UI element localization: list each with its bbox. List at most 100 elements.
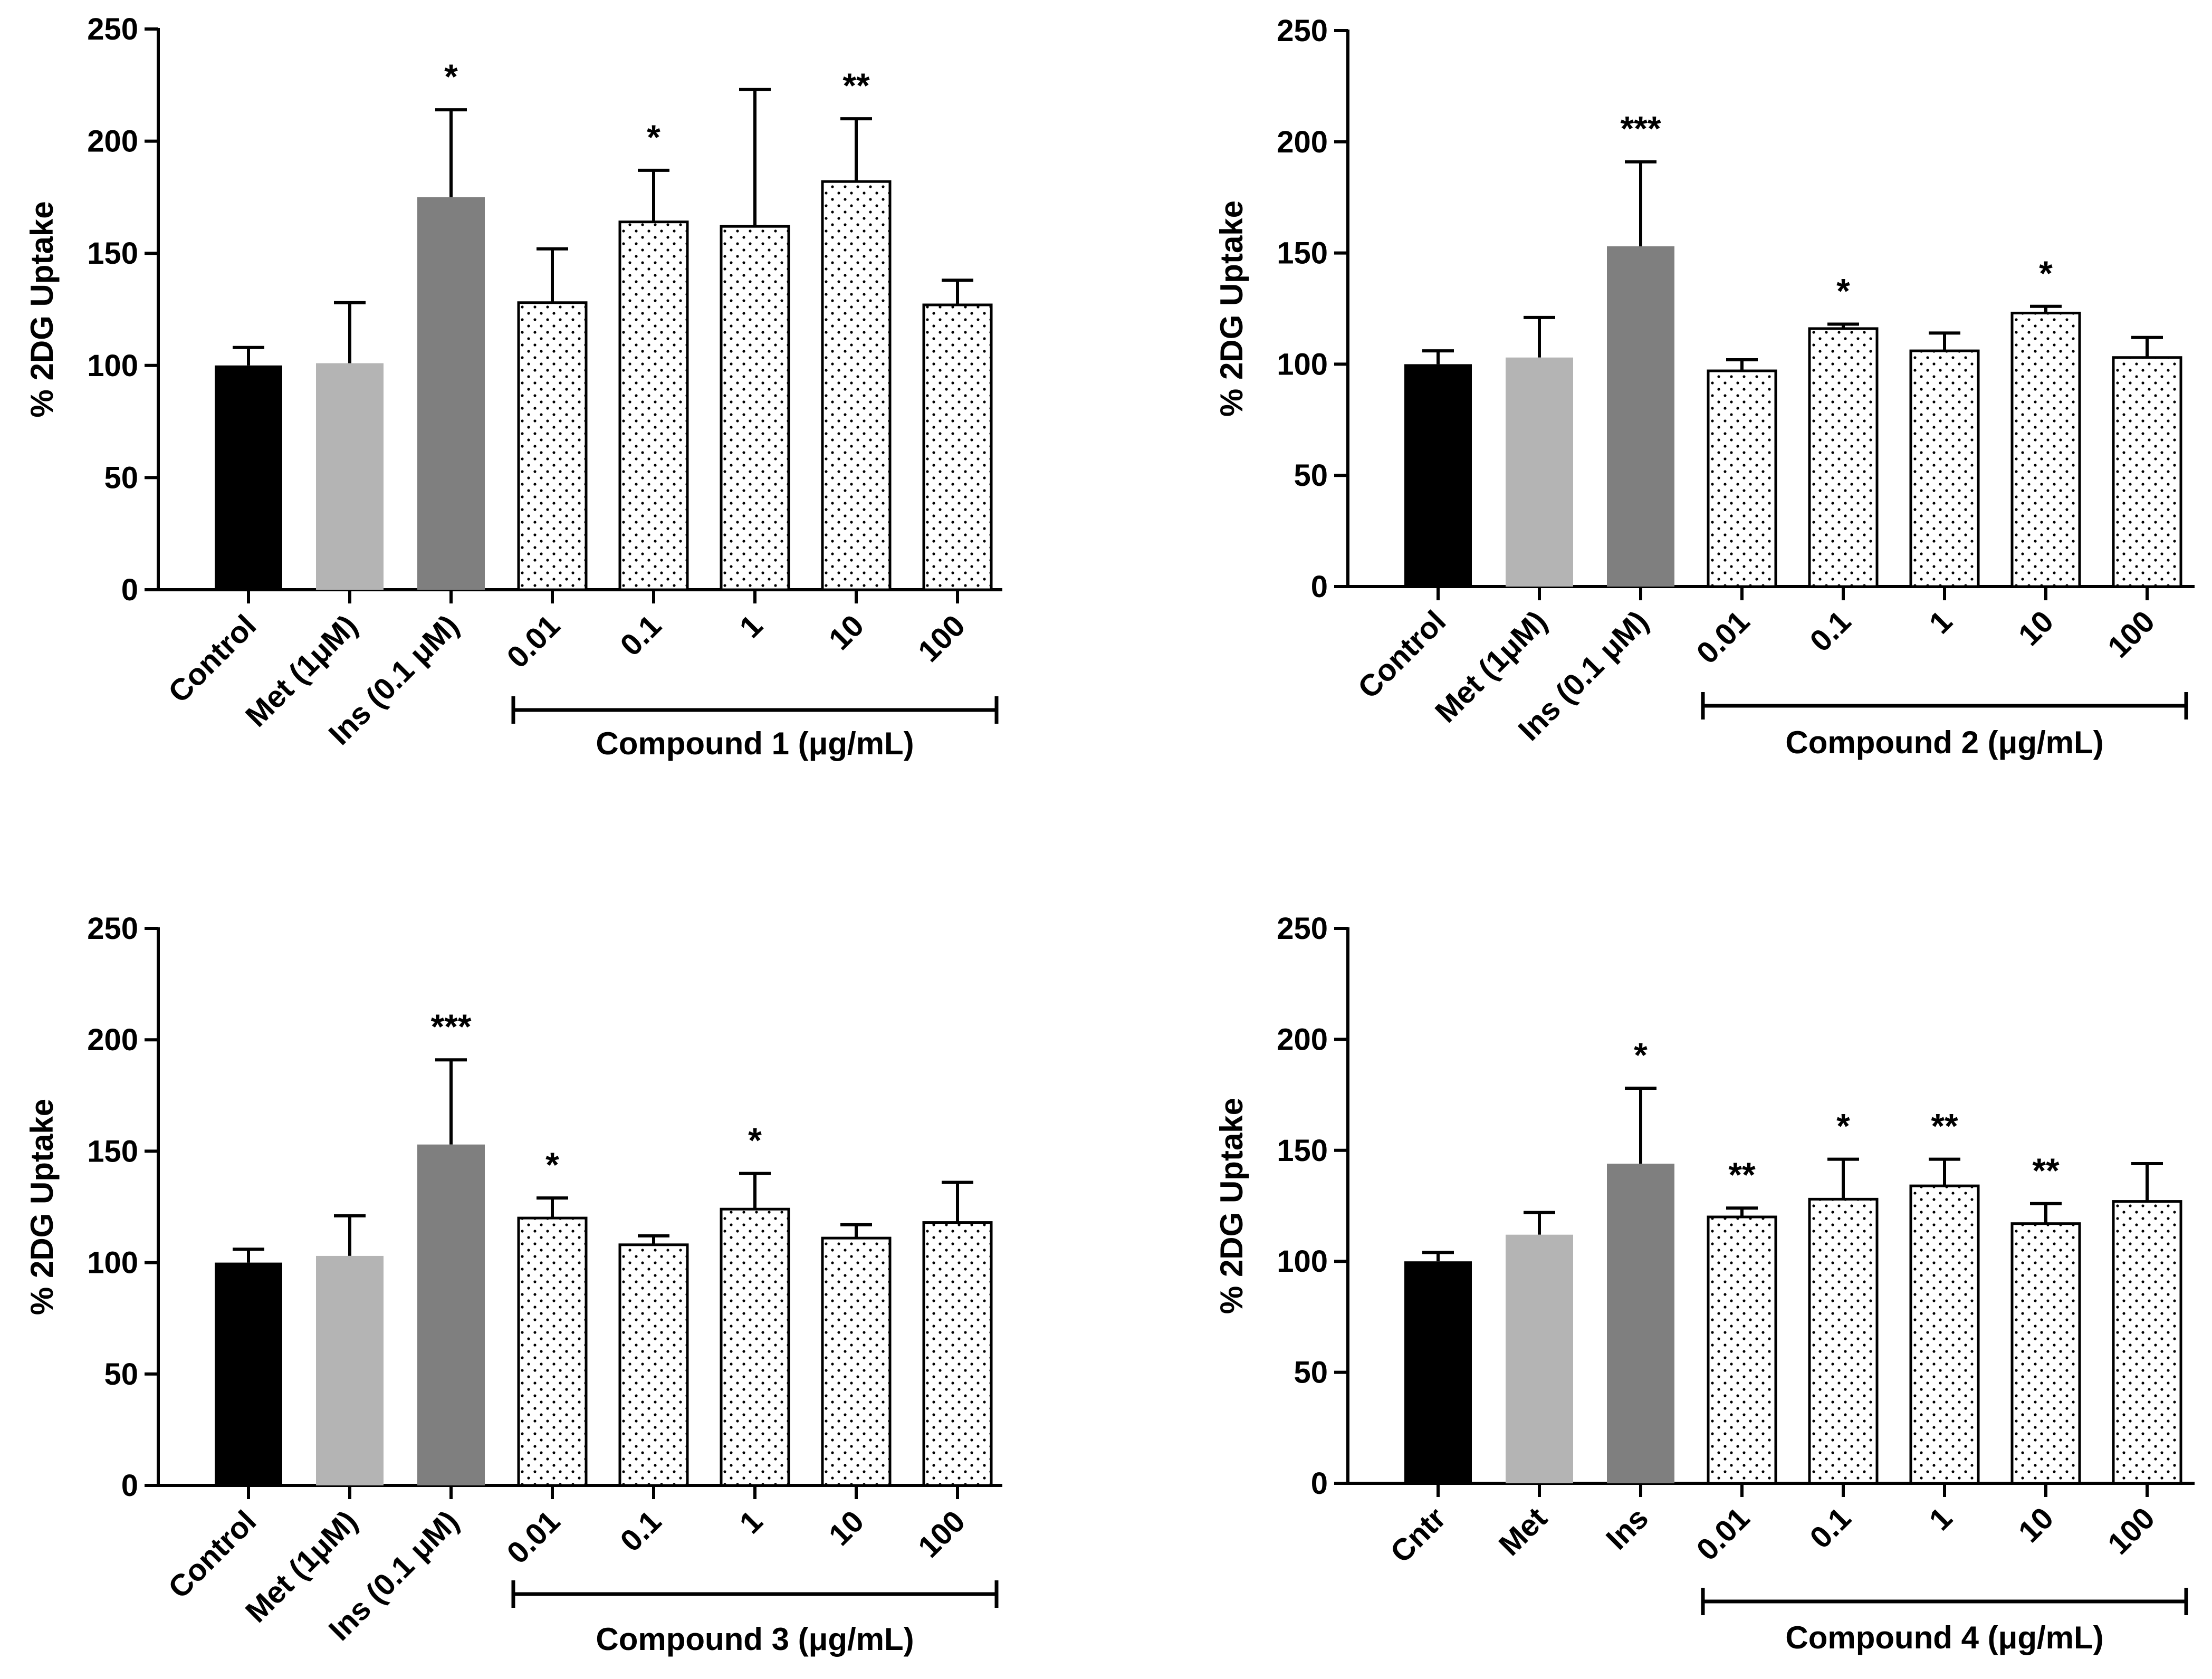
bar-group (215, 1248, 282, 1485)
group-label: Compound 2 (μg/mL) (1785, 725, 2103, 760)
group-bracket (511, 1580, 999, 1608)
bar-group (517, 1196, 588, 1487)
group-label: Compound 3 (μg/mL) (596, 1622, 914, 1657)
bar (1506, 357, 1573, 587)
x-tick-label: 10 (822, 1504, 871, 1552)
x-tick-label: 10 (2012, 1501, 2061, 1549)
y-tick-label: 200 (1277, 125, 1328, 159)
x-tick-label: 0.01 (500, 1504, 567, 1570)
x-tick-label: Cntr (1384, 1501, 1452, 1569)
bar (821, 180, 892, 591)
y-tick-label: 50 (1294, 458, 1328, 493)
group-bracket (1701, 1588, 2188, 1615)
significance-marker: *** (430, 1007, 471, 1046)
bar-group (517, 247, 588, 591)
bar (1808, 1197, 1879, 1485)
y-tick-label: 0 (1311, 1466, 1328, 1501)
bar (1909, 1184, 1980, 1485)
bar (1707, 1215, 1777, 1485)
bar-group (1707, 1206, 1777, 1485)
significance-marker: * (444, 57, 458, 96)
group-bracket (1701, 692, 2188, 719)
x-tick-label: 0.1 (1803, 604, 1857, 658)
bar-group (1404, 1251, 1472, 1483)
bar-group (2010, 304, 2081, 588)
x-tick-label: 1 (1922, 604, 1959, 640)
x-tick-label: 100 (2101, 604, 2161, 664)
bar-group (316, 301, 384, 590)
y-tick-label: 100 (87, 1246, 138, 1280)
significance-marker: * (647, 118, 660, 157)
bar-group (922, 1181, 993, 1487)
significance-marker: * (2039, 254, 2053, 293)
significance-marker: * (1836, 272, 1850, 311)
bar-group (2112, 1162, 2182, 1485)
bar (1404, 364, 1472, 587)
bar-group (215, 346, 282, 590)
bar (2010, 311, 2081, 588)
group-label: Compound 1 (μg/mL) (596, 726, 914, 761)
bar (316, 1255, 384, 1485)
x-tick-label: 1 (733, 608, 769, 645)
significance-marker: *** (1620, 109, 1661, 148)
bar (720, 1207, 790, 1487)
x-tick-label: 100 (912, 1504, 972, 1564)
y-tick-label: 250 (1277, 14, 1328, 48)
bar (2010, 1222, 2081, 1485)
bar-group (1404, 349, 1472, 587)
y-tick-label: 0 (1311, 570, 1328, 604)
significance-marker: ** (2032, 1151, 2060, 1190)
significance-marker: ** (1728, 1155, 1756, 1194)
x-tick-label: Control (161, 608, 263, 709)
x-tick-label: 100 (912, 608, 972, 668)
y-tick-label: 0 (121, 1469, 138, 1503)
bar-group (316, 1214, 384, 1485)
y-axis-title: % 2DG Uptake (24, 201, 60, 417)
bar (922, 303, 993, 591)
bar (2112, 1200, 2182, 1485)
x-tick-label: 0.01 (1690, 604, 1756, 670)
bar (417, 197, 485, 590)
bar (1607, 246, 1674, 587)
x-tick-label: 0.1 (614, 1504, 668, 1558)
bar-group (618, 1234, 689, 1487)
x-tick-label: 10 (822, 608, 871, 657)
significance-marker: * (545, 1145, 559, 1184)
bar-group (1909, 331, 1980, 588)
bar-group (417, 108, 485, 590)
bar-group (821, 117, 892, 591)
bar-group (1909, 1157, 1980, 1485)
bar (1808, 327, 1879, 588)
bar (1506, 1234, 1573, 1483)
group-label: Compound 4 (μg/mL) (1785, 1620, 2103, 1655)
group-bracket (511, 696, 999, 724)
bar-group (720, 88, 790, 591)
y-tick-label: 150 (1277, 1134, 1328, 1168)
y-tick-label: 250 (87, 912, 138, 946)
y-tick-label: 50 (1294, 1356, 1328, 1390)
x-tick-label: 1 (733, 1504, 769, 1540)
significance-marker: * (748, 1121, 762, 1160)
x-tick-label: 0.1 (614, 608, 668, 663)
x-tick-label: 0.1 (1803, 1501, 1857, 1555)
x-tick-label: 0.01 (500, 608, 567, 675)
y-tick-label: 200 (87, 1023, 138, 1057)
x-tick-label: Ins (1600, 1501, 1655, 1556)
y-tick-label: 250 (87, 12, 138, 46)
bar-group (417, 1058, 485, 1485)
y-tick-label: 150 (1277, 236, 1328, 271)
y-tick-label: 0 (121, 573, 138, 607)
x-tick-label: 1 (1922, 1501, 1959, 1537)
y-tick-label: 100 (1277, 1244, 1328, 1279)
bar-group (821, 1223, 892, 1487)
bar-group (1707, 358, 1777, 588)
bar (618, 220, 689, 591)
significance-marker: ** (1931, 1107, 1958, 1146)
y-axis-title: % 2DG Uptake (1214, 200, 1249, 417)
bar-group (1808, 1157, 1879, 1485)
significance-marker: * (1836, 1107, 1850, 1146)
x-tick-label: Control (161, 1504, 263, 1605)
